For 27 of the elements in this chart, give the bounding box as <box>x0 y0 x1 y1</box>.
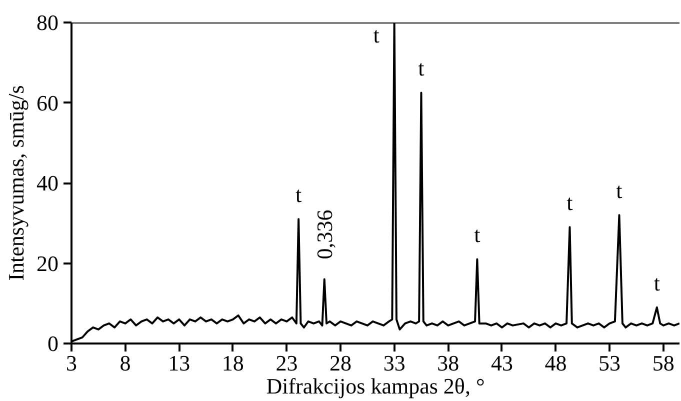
annotation: 0,336 <box>312 210 337 260</box>
x-tick-label: 18 <box>222 350 244 376</box>
y-tick-label: 20 <box>36 250 58 276</box>
x-tick-label: 53 <box>598 350 621 376</box>
annotation: t <box>373 22 380 48</box>
y-tick-label: 60 <box>36 90 58 116</box>
annotation: t <box>654 270 660 296</box>
x-tick-label: 8 <box>120 350 131 376</box>
x-tick-label: 58 <box>652 350 674 376</box>
y-tick-label: 0 <box>48 331 58 356</box>
y-axis-title: Intensyvumas, smūg/s <box>4 85 28 281</box>
x-tick-label: 48 <box>544 350 567 376</box>
annotation: t <box>616 178 622 204</box>
x-tick-label: 28 <box>330 350 352 376</box>
x-tick-label: 23 <box>276 350 298 376</box>
x-tick-label: 3 <box>66 350 77 376</box>
y-tick-label: 40 <box>36 170 58 196</box>
annotation: t <box>474 222 480 248</box>
x-tick-label: 13 <box>168 350 190 376</box>
x-tick-label: 38 <box>437 350 460 376</box>
x-tick-label: 33 <box>383 350 406 376</box>
y-tick-label: 80 <box>36 10 58 35</box>
annotation: t <box>418 56 424 81</box>
x-tick-label: 43 <box>490 350 513 376</box>
annotation: t <box>296 182 302 208</box>
annotation: t <box>566 190 573 216</box>
x-axis-title: Difrakcijos kampas 2θ, ° <box>266 374 485 398</box>
